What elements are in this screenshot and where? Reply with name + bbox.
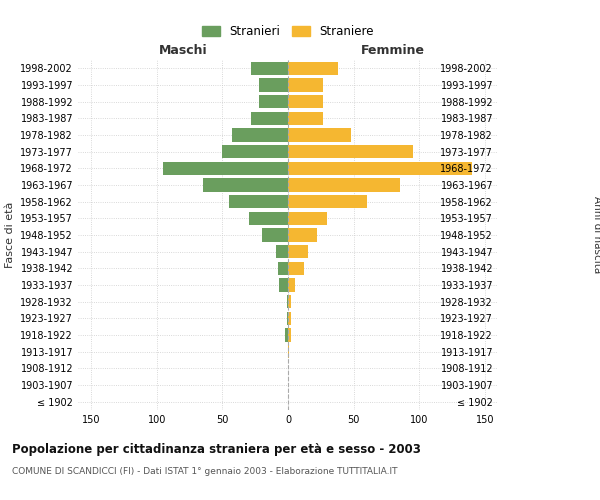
Bar <box>288 295 290 308</box>
Bar <box>288 212 328 225</box>
Bar <box>288 278 295 291</box>
Bar <box>223 145 288 158</box>
Bar <box>276 245 288 258</box>
Bar <box>288 178 400 192</box>
Bar <box>288 195 367 208</box>
Bar <box>279 278 288 291</box>
Bar <box>288 262 304 275</box>
Bar <box>229 195 288 208</box>
Bar <box>288 312 290 325</box>
Bar <box>288 345 289 358</box>
Bar <box>163 162 288 175</box>
Text: Maschi: Maschi <box>158 44 208 57</box>
Text: COMUNE DI SCANDICCI (FI) - Dati ISTAT 1° gennaio 2003 - Elaborazione TUTTITALIA.: COMUNE DI SCANDICCI (FI) - Dati ISTAT 1°… <box>12 468 398 476</box>
Bar <box>251 62 288 75</box>
Bar <box>287 312 288 325</box>
Bar <box>232 128 288 141</box>
Text: Popolazione per cittadinanza straniera per età e sesso - 2003: Popolazione per cittadinanza straniera p… <box>12 442 421 456</box>
Bar <box>248 212 288 225</box>
Bar <box>288 245 308 258</box>
Legend: Stranieri, Straniere: Stranieri, Straniere <box>197 20 379 43</box>
Bar <box>262 228 288 241</box>
Bar <box>287 295 288 308</box>
Bar <box>288 145 413 158</box>
Bar <box>288 328 290 342</box>
Bar <box>288 78 323 92</box>
Text: Anni di nascita: Anni di nascita <box>592 196 600 274</box>
Bar <box>259 78 288 92</box>
Bar <box>259 95 288 108</box>
Y-axis label: Fasce di età: Fasce di età <box>5 202 15 268</box>
Bar <box>288 228 317 241</box>
Bar <box>288 162 472 175</box>
Bar <box>277 262 288 275</box>
Bar <box>286 328 288 342</box>
Bar <box>288 128 351 141</box>
Bar <box>288 112 323 125</box>
Bar <box>288 95 323 108</box>
Text: Femmine: Femmine <box>361 44 425 57</box>
Bar <box>251 112 288 125</box>
Bar <box>288 62 338 75</box>
Bar <box>203 178 288 192</box>
